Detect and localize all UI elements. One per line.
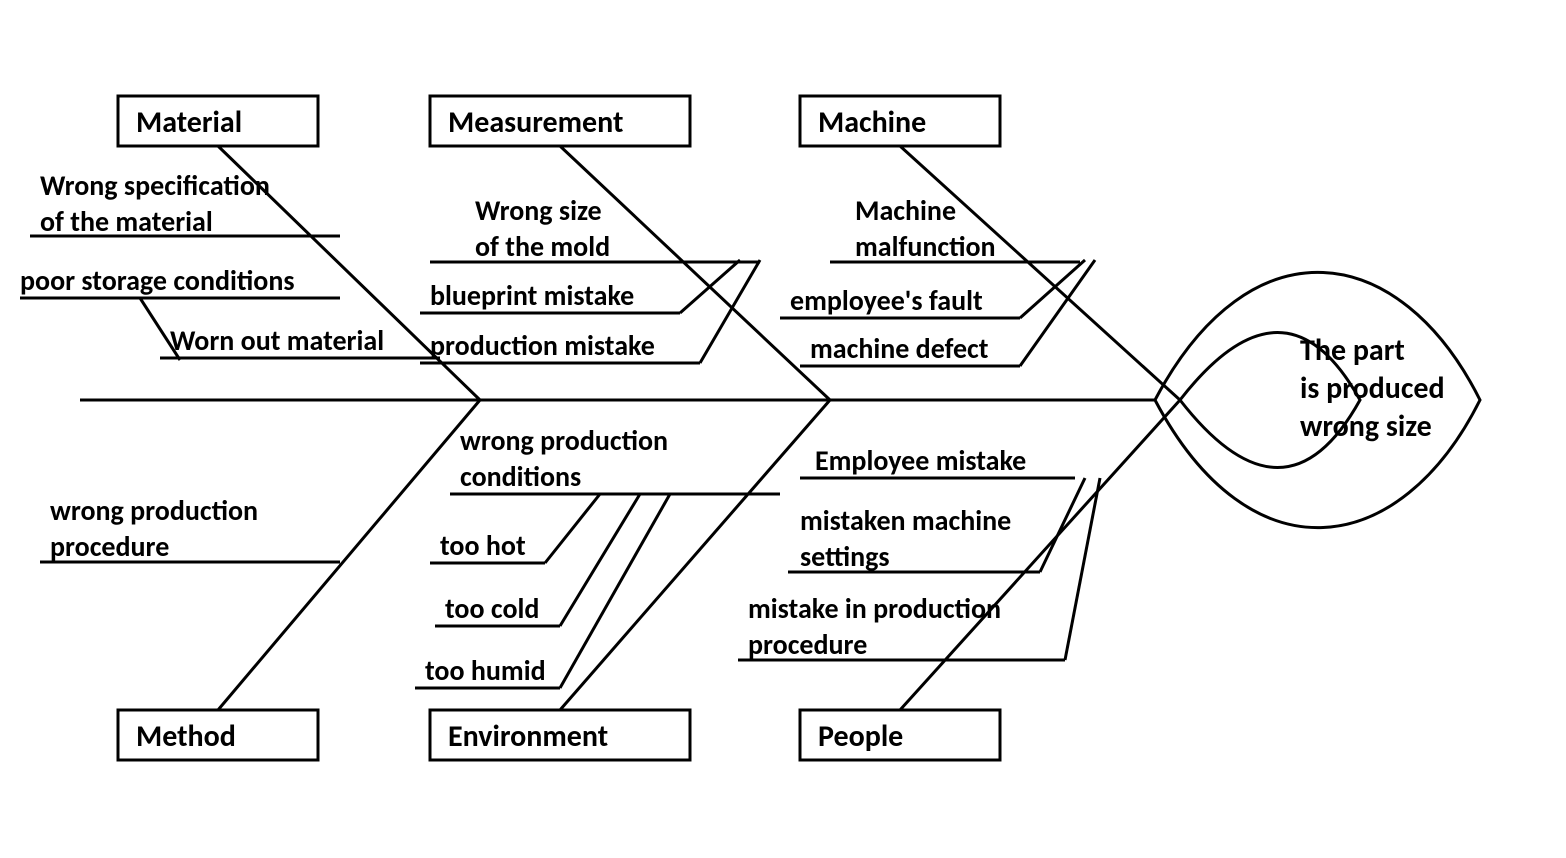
cause-label: Worn out material — [170, 323, 384, 358]
category-label: Environment — [448, 718, 608, 755]
category-label: People — [818, 718, 903, 755]
cause-label: wrong production — [460, 423, 668, 458]
effect-text: wrong size — [1300, 408, 1432, 445]
cause-label: Wrong size — [475, 193, 602, 228]
subcause-connector — [700, 260, 760, 363]
cause-label: settings — [800, 539, 890, 574]
subcause-connector — [1040, 478, 1085, 572]
cause-label: conditions — [460, 459, 581, 494]
subcause-connector — [545, 494, 600, 563]
cause-label: mistaken machine — [800, 503, 1011, 538]
cause-label: malfunction — [855, 229, 996, 264]
cause-label: of the material — [40, 204, 213, 239]
cause-label: production mistake — [430, 328, 655, 363]
cause-label: wrong production — [50, 493, 258, 528]
category-label: Measurement — [448, 104, 623, 141]
cause-label: of the mold — [475, 229, 610, 264]
cause-label: procedure — [50, 529, 169, 564]
fishbone-diagram: The partis producedwrong size Material Wro… — [0, 0, 1566, 858]
cause-label: too cold — [445, 591, 539, 626]
cause-label: procedure — [748, 627, 867, 662]
cause-label: Wrong specification — [40, 168, 270, 203]
cause-label: Employee mistake — [815, 443, 1026, 478]
cause-label: Machine — [855, 193, 956, 228]
cause-label: employee's fault — [790, 283, 983, 318]
cause-label: machine defect — [810, 331, 989, 366]
subcause-connector — [560, 494, 640, 626]
cause-label: too humid — [425, 653, 546, 688]
cause-label: too hot — [440, 528, 526, 563]
subcause-connector — [1065, 478, 1100, 660]
category-label: Method — [136, 718, 236, 755]
effect-text: is produced — [1300, 370, 1445, 407]
category-label: Machine — [818, 104, 926, 141]
cause-label: blueprint mistake — [430, 278, 634, 313]
cause-label: poor storage conditions — [20, 263, 295, 298]
effect-text: The part — [1300, 332, 1405, 369]
cause-label: mistake in production — [748, 591, 1001, 626]
category-label: Material — [136, 104, 242, 141]
